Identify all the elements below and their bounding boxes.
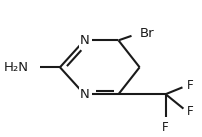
Text: F: F [186, 79, 193, 92]
Text: H₂N: H₂N [4, 61, 29, 74]
Text: N: N [79, 88, 89, 101]
Text: F: F [186, 105, 193, 118]
Text: N: N [79, 34, 89, 47]
Text: F: F [161, 121, 168, 134]
Text: Br: Br [139, 27, 154, 40]
